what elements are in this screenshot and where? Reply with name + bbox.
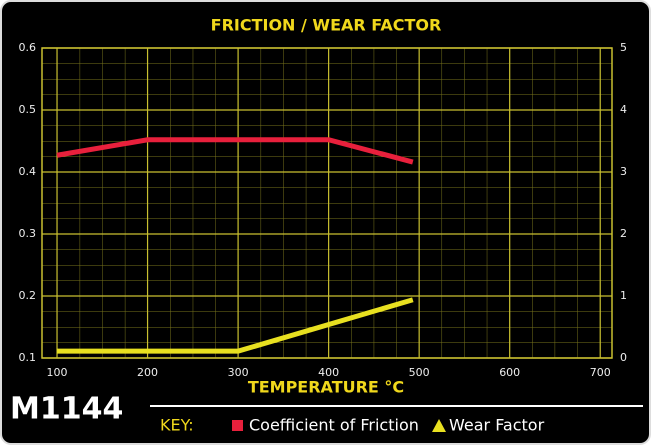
x-tick-label: 100 (47, 366, 68, 379)
y2-tick-label: 5 (620, 41, 627, 54)
series-line (57, 297, 414, 354)
legend-marker (232, 420, 243, 431)
y2-tick-label: 2 (620, 227, 627, 240)
legend-label: Wear Factor (449, 416, 545, 435)
x-tick-label: 400 (318, 366, 339, 379)
x-tick-label: 300 (228, 366, 249, 379)
y-tick-label: 0.6 (19, 41, 37, 54)
legend-label: Coefficient of Friction (249, 416, 419, 435)
chart-title: FRICTION / WEAR FACTOR (211, 16, 442, 35)
y2-tick-label: 3 (620, 165, 627, 178)
series-line (56, 137, 414, 165)
y2-tick-label: 1 (620, 289, 627, 302)
y2-tick-label: 0 (620, 351, 627, 364)
x-axis-title: TEMPERATURE °C (248, 378, 404, 397)
x-tick-label: 500 (409, 366, 430, 379)
model-label: M1144 (10, 392, 123, 427)
x-tick-label: 700 (590, 366, 611, 379)
plot-area (41, 47, 613, 359)
y2-tick-label: 4 (620, 103, 627, 116)
y-tick-label: 0.3 (19, 227, 37, 240)
y-tick-label: 0.4 (19, 165, 37, 178)
x-tick-label: 200 (137, 366, 158, 379)
x-tick-label: 600 (499, 366, 520, 379)
legend-marker (432, 419, 446, 432)
key-label: KEY: (160, 416, 194, 435)
y-tick-label: 0.2 (19, 289, 37, 302)
y-tick-label: 0.5 (19, 103, 37, 116)
y-tick-label: 0.1 (19, 351, 37, 364)
